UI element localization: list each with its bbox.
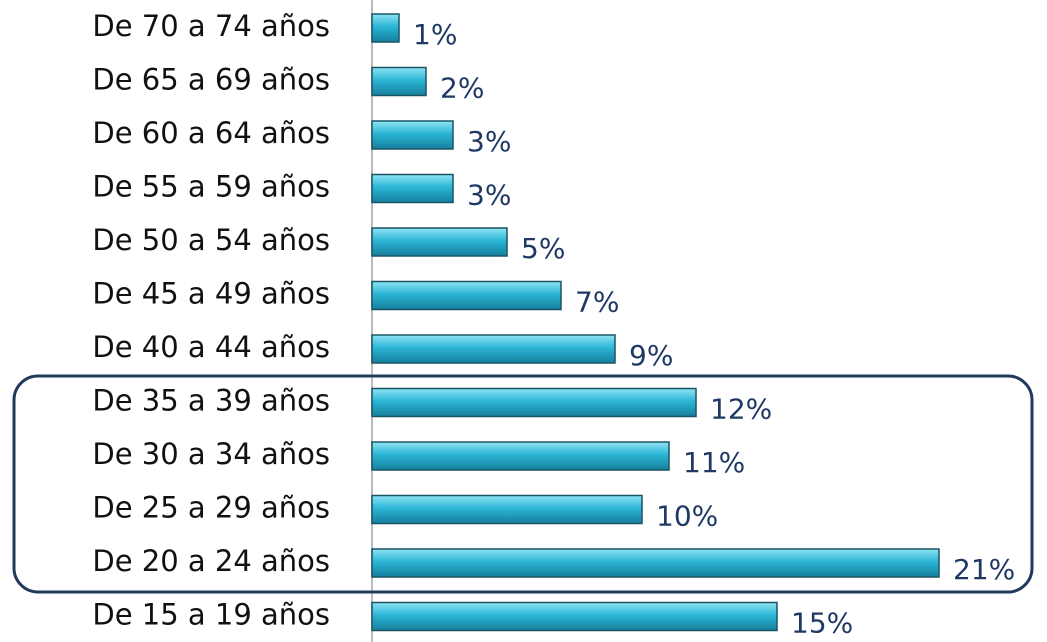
data-label: 11% bbox=[683, 446, 745, 479]
category-label: De 50 a 54 años bbox=[92, 223, 330, 257]
category-label: De 55 a 59 años bbox=[92, 170, 330, 204]
data-label: 1% bbox=[413, 18, 457, 51]
data-label: 12% bbox=[710, 393, 772, 426]
category-label: De 15 a 19 años bbox=[92, 598, 330, 632]
data-label: 9% bbox=[629, 339, 673, 372]
category-label: De 60 a 64 años bbox=[92, 116, 330, 150]
bar bbox=[371, 441, 670, 471]
data-label: 10% bbox=[656, 500, 718, 533]
data-label: 15% bbox=[791, 607, 853, 640]
bar bbox=[371, 120, 454, 150]
data-label: 5% bbox=[521, 232, 565, 265]
bar bbox=[371, 334, 616, 364]
category-label: De 20 a 24 años bbox=[92, 544, 330, 578]
bar bbox=[371, 66, 427, 97]
data-label: 2% bbox=[440, 72, 484, 105]
data-label: 3% bbox=[467, 179, 511, 212]
bar bbox=[371, 13, 400, 43]
category-label: De 25 a 29 años bbox=[92, 491, 330, 525]
bar bbox=[371, 494, 643, 525]
category-label: De 45 a 49 años bbox=[92, 277, 330, 311]
bar bbox=[371, 280, 562, 311]
bar bbox=[371, 548, 940, 578]
bar bbox=[371, 173, 454, 204]
category-label: De 40 a 44 años bbox=[92, 330, 330, 364]
bar bbox=[371, 387, 697, 418]
bar bbox=[371, 601, 778, 632]
category-label: De 70 a 74 años bbox=[92, 9, 330, 43]
data-label: 21% bbox=[953, 553, 1015, 586]
category-label: De 65 a 69 años bbox=[92, 63, 330, 97]
bar bbox=[371, 227, 508, 257]
category-label: De 35 a 39 años bbox=[92, 384, 330, 418]
data-label: 7% bbox=[575, 286, 619, 319]
data-label: 3% bbox=[467, 125, 511, 158]
category-label: De 30 a 34 años bbox=[92, 437, 330, 471]
highlight-box bbox=[12, 374, 1034, 594]
